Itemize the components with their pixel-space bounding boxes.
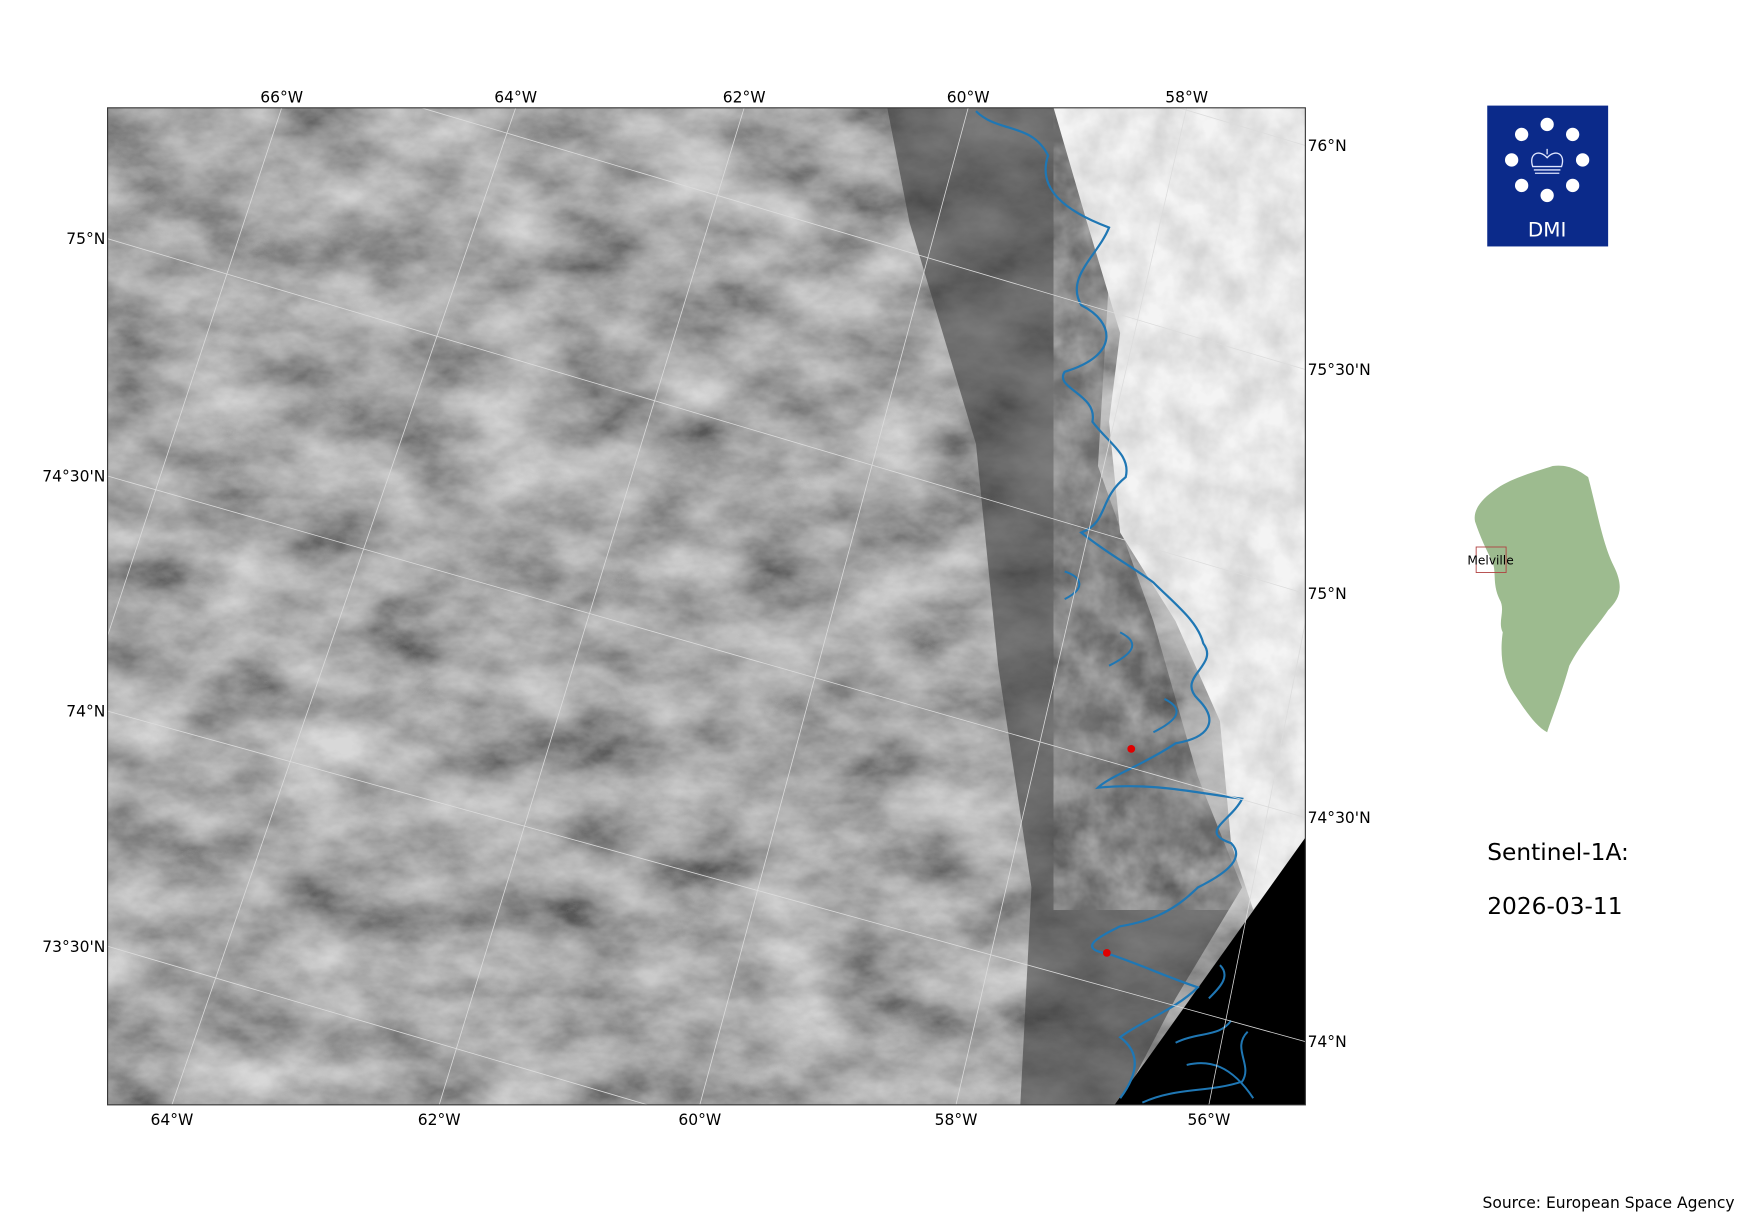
tick-label: 74°N [1308, 1033, 1347, 1051]
tick-label: 58°W [935, 1111, 978, 1129]
tick-label: 56°W [1187, 1111, 1230, 1129]
tick-label: 75°N [66, 230, 105, 248]
satellite-name: Sentinel-1A: [1487, 839, 1629, 866]
top-longitude-labels: 66°W 64°W 62°W 60°W 58°W [260, 88, 1208, 106]
dmi-logo: DMI [1487, 105, 1609, 247]
logo-text: DMI [1528, 217, 1566, 241]
left-latitude-labels: 75°N 74°30'N 74°N 73°30'N [42, 230, 105, 956]
location-marker [1102, 949, 1111, 957]
region-label: Melville [1467, 554, 1513, 568]
tick-label: 75°N [1308, 585, 1347, 603]
tick-label: 62°W [418, 1111, 461, 1129]
location-marker [1127, 744, 1136, 753]
right-latitude-labels: 76°N 75°30'N 75°N 74°30'N 74°N [1308, 137, 1371, 1051]
source-credit: Source: European Space Agency [1483, 1194, 1735, 1212]
coastline [975, 110, 1244, 1099]
acquisition-date: 2026-03-11 [1487, 893, 1622, 920]
tick-label: 74°30'N [1308, 809, 1371, 827]
tick-label: 73°30'N [42, 938, 105, 956]
tick-label: 58°W [1165, 88, 1208, 106]
tick-label: 66°W [260, 88, 303, 106]
ice-sheet-region [1053, 107, 1306, 910]
satellite-image [107, 107, 1306, 1105]
map-frame [107, 107, 1306, 1106]
logo-dots [1504, 117, 1590, 203]
tick-label: 62°W [723, 88, 766, 106]
tick-label: 64°W [150, 1111, 193, 1129]
tick-label: 74°N [66, 703, 105, 721]
region-box [1475, 546, 1507, 573]
tick-label: 76°N [1308, 137, 1347, 155]
greenland-inset: Melville [1467, 465, 1620, 733]
tick-label: 64°W [494, 88, 537, 106]
graticule [107, 107, 1306, 1105]
no-data-area [1114, 837, 1306, 1105]
tick-label: 60°W [678, 1111, 721, 1129]
coastline-islands [1064, 570, 1255, 1104]
crown-icon [1531, 148, 1564, 174]
bottom-longitude-labels: 64°W 62°W 60°W 58°W 56°W [150, 1111, 1230, 1129]
dark-coastal-zone [887, 107, 1243, 1105]
greenland-landmass [1474, 465, 1620, 733]
tick-label: 74°30'N [42, 468, 105, 486]
tick-label: 75°30'N [1308, 361, 1371, 379]
tick-label: 60°W [947, 88, 990, 106]
